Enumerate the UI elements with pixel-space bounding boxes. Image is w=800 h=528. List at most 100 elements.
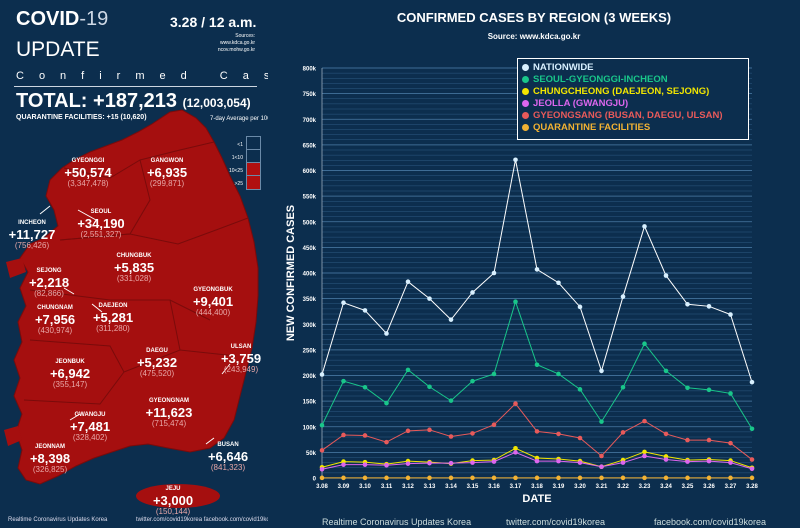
data-point — [384, 400, 389, 406]
data-point — [577, 435, 583, 441]
data-point — [706, 475, 712, 481]
y-tick-label: 300k — [303, 323, 317, 329]
region-name: GWANGJU — [74, 412, 106, 418]
region-busan: BUSAN +6,646 (841,323) — [202, 440, 254, 473]
data-point — [642, 475, 647, 481]
quarantine-new: +15 — [106, 114, 119, 121]
legend-label: JEOLLA (GWANGJU) — [533, 98, 629, 109]
footer-right-name: Realtime Coronavirus Updates Korea — [322, 517, 472, 527]
y-tick-label: 200k — [303, 374, 317, 380]
region-seoul: SEOUL +34,190 (2,551,327) — [72, 207, 130, 240]
data-point — [620, 384, 626, 390]
legend-label: NATIONWIDE — [533, 62, 594, 73]
legend-item-jeolla: JEOLLA (GWANGJU) — [522, 98, 628, 109]
data-point — [427, 296, 432, 301]
data-point — [470, 290, 475, 295]
sources-label: Sources: — [235, 33, 255, 39]
data-point — [534, 458, 540, 464]
data-point — [685, 385, 690, 391]
region-name: DAEGU — [146, 348, 168, 354]
data-point — [642, 224, 647, 229]
region-name: JEONNAM — [34, 444, 65, 450]
region-name: GYEONGNAM — [148, 398, 189, 404]
data-point — [749, 475, 755, 481]
y-tick-label: 250k — [303, 348, 317, 354]
legend-item-seoul-gyeonggi-incheon: SEOUL-GYEONGGI-INCHEON — [522, 74, 668, 85]
region-name: JEJU — [165, 486, 181, 492]
footer-twitter: twitter.com/covid19korea — [506, 517, 606, 527]
region-cumulative: (243,949) — [223, 365, 259, 374]
data-point — [577, 475, 583, 481]
region-cumulative: (3,347,478) — [67, 179, 109, 188]
region-cumulative: (355,147) — [52, 380, 88, 389]
x-tick-label: 3.15 — [467, 484, 479, 490]
title-main: COVID — [16, 8, 80, 30]
data-point — [620, 430, 626, 435]
region-new: +3,000 — [152, 493, 194, 508]
region-new: +3,759 — [220, 351, 262, 366]
title-suffix: -19 — [79, 8, 109, 30]
x-axis-label: DATE — [522, 493, 551, 505]
x-tick-label: 3.16 — [488, 484, 500, 490]
data-point — [491, 475, 497, 481]
y-tick-label: 750k — [303, 92, 317, 98]
data-point — [384, 331, 389, 336]
data-point — [513, 445, 518, 451]
data-point — [513, 401, 518, 406]
data-point — [663, 368, 669, 374]
data-point — [534, 475, 540, 481]
data-point — [384, 475, 389, 481]
legend-label: CHUNGCHEONG (DAEJEON, SEJONG) — [533, 86, 710, 97]
data-point — [577, 460, 583, 465]
region-new: +34,190 — [77, 216, 125, 231]
chart-legend: NATIONWIDE SEOUL-GYEONGGI-INCHEON CHUNGC… — [517, 58, 749, 140]
region-cumulative: (328,402) — [72, 433, 108, 442]
y-tick-label: 700k — [303, 118, 317, 124]
data-point — [470, 431, 475, 436]
region-name: JEONBUK — [55, 359, 85, 365]
y-tick-label: 650k — [303, 143, 317, 149]
legend-marker — [522, 99, 529, 107]
data-point — [685, 475, 690, 481]
data-point — [491, 270, 497, 276]
data-point — [685, 459, 690, 464]
region-cumulative: (331,028) — [116, 274, 152, 283]
quarantine-cumulative: (10,620) — [120, 114, 147, 121]
data-point — [663, 273, 669, 278]
data-point — [362, 462, 368, 467]
data-point — [642, 418, 647, 424]
y-tick-label: 350k — [303, 297, 317, 303]
quarantine-facilities: QUARANTINE FACILITIES: +15 (10,620) — [16, 114, 147, 121]
legend-marker — [522, 111, 529, 119]
data-point — [513, 475, 518, 481]
data-point — [728, 475, 733, 481]
data-point — [341, 462, 346, 467]
total-cases: TOTAL: +187,213 (12,003,054) — [16, 90, 251, 113]
legend-level-label: >25 — [234, 181, 243, 187]
data-point — [319, 466, 325, 472]
region-new: +11,727 — [8, 227, 56, 242]
west-island-shape — [6, 258, 26, 278]
data-point — [319, 448, 325, 453]
x-tick-label: 3.22 — [617, 484, 629, 490]
data-point — [319, 372, 325, 377]
legend-label: QUARANTINE FACILITIES — [533, 122, 651, 133]
region-chungbuk: CHUNGBUK +5,835 (331,028) — [106, 251, 162, 284]
app-subtitle: UPDATE — [16, 38, 100, 61]
data-point — [319, 422, 325, 428]
data-point — [491, 371, 497, 377]
region-new: +11,623 — [145, 405, 193, 420]
region-new: +5,281 — [92, 310, 134, 325]
legend-item-gyeongsang: GYEONGSANG (BUSAN, DAEGU, ULSAN) — [522, 110, 722, 121]
x-tick-label: 3.14 — [445, 484, 457, 490]
data-point — [405, 475, 411, 481]
data-point — [470, 475, 475, 481]
data-point — [556, 431, 561, 437]
region-name: BUSAN — [217, 442, 239, 448]
data-point — [427, 475, 432, 481]
total-new: +187,213 — [93, 90, 178, 112]
region-gwangju: GWANGJU +7,481 (328,402) — [64, 410, 116, 443]
data-point — [749, 457, 755, 462]
legend-marker — [522, 75, 529, 83]
x-tick-label: 3.08 — [316, 484, 328, 490]
